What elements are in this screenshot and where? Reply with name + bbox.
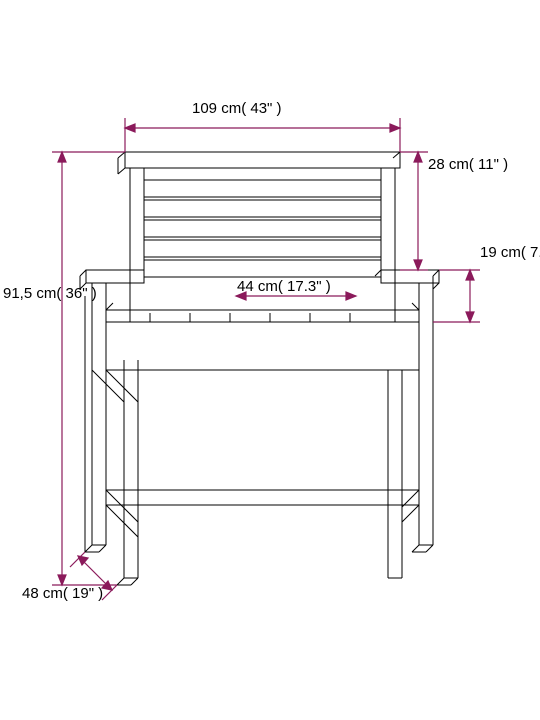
label-depth: 48 cm( 19" )	[22, 585, 122, 603]
dimension-diagram: 109 cm( 43" ) 28 cm( 11" ) 19 cm( 7.5" )…	[0, 0, 540, 720]
label-seat-depth: 44 cm( 17.3" )	[237, 278, 331, 295]
label-total-height: 91,5 cm( 36" )	[3, 285, 58, 303]
label-top-width: 109 cm( 43" )	[192, 100, 282, 117]
label-arm-height: 19 cm( 7.5" )	[480, 244, 540, 262]
label-back-height: 28 cm( 11" )	[428, 156, 488, 174]
